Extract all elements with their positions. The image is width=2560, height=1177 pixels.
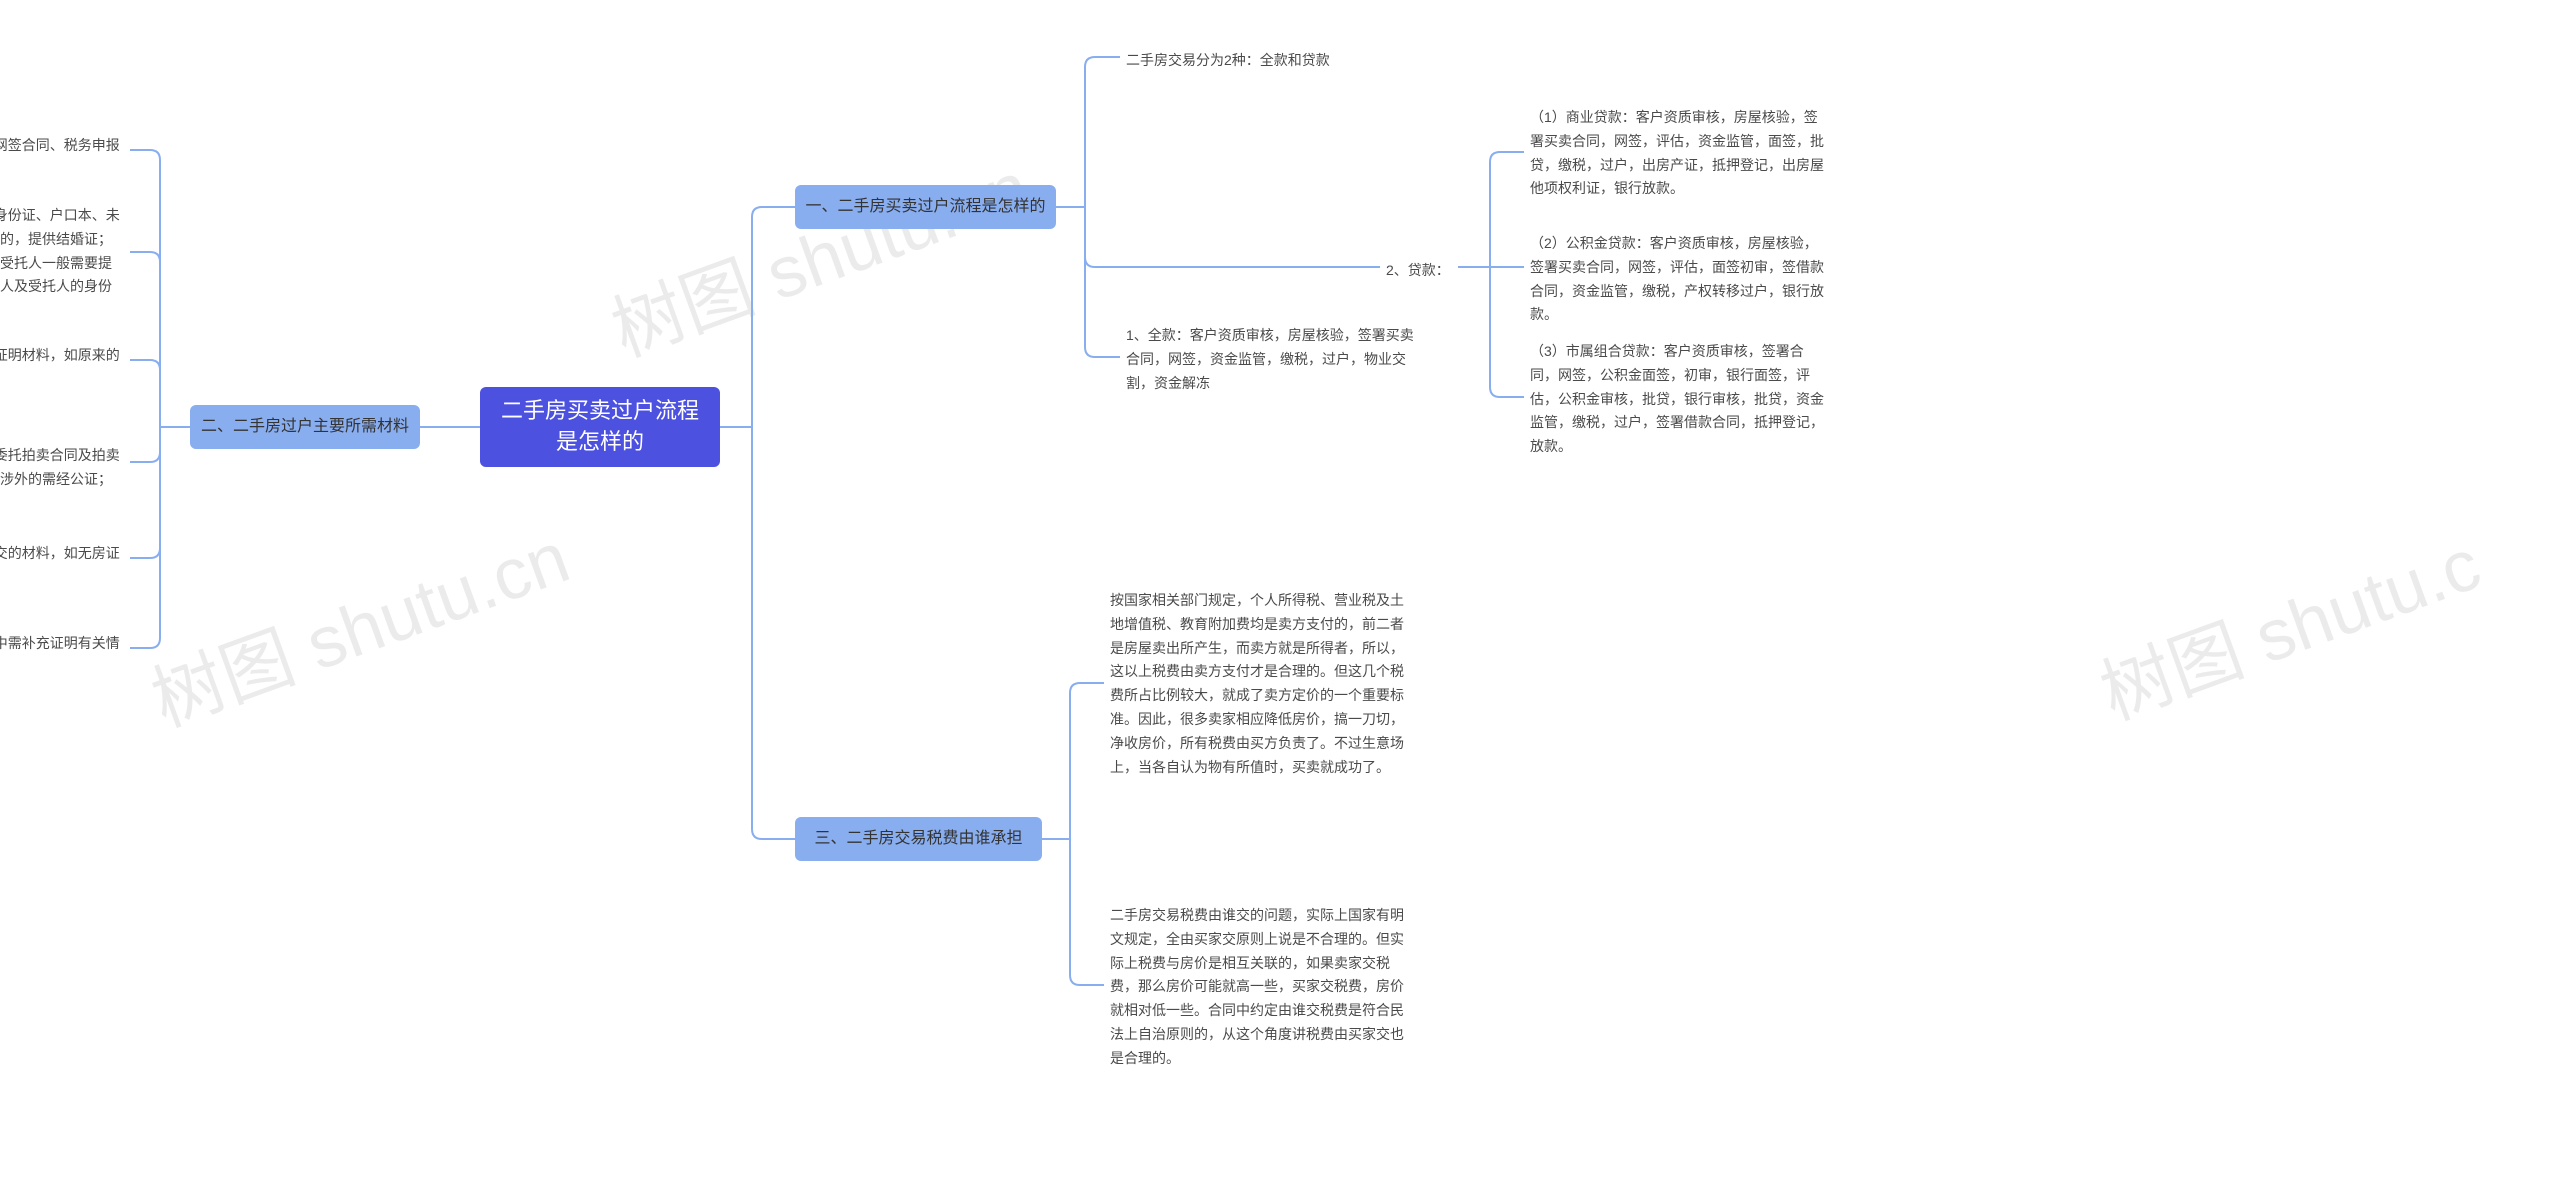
watermark: 树图 shutu.c [2084,505,2492,739]
root-node: 二手房买卖过户流程是怎样的 [480,387,720,467]
section-1-intro: 二手房交易分为2种：全款和贷款 [1120,45,1400,77]
section-2-item-2: 2、身份证明资料，包括身份证、户口本、未婚的提供未婚证明、已婚的，提供结婚证；若… [0,200,130,327]
loan-combined: （3）市属组合贷款：客户资质审核，签署合同，网签，公积金面签，初审，银行面签，评… [1524,336,1832,463]
section-2-item-6: 6、在具体业务处理过程中需补充证明有关情况的材料。 [0,628,130,684]
section-2-item-4: 4、房地产买卖合同书或委托拍卖合同及拍卖成交确认书等转移文书，涉外的需经公证； [0,440,130,496]
section-1-loan: 2、贷款： [1380,255,1458,287]
section-3-p1: 按国家相关部门规定，个人所得税、营业税及土地增值税、教育附加费均是卖方支付的，前… [1104,585,1414,783]
section-2-item-5: 5、涉及限购令规定需提交的材料，如无房证明等； [0,538,130,594]
section-1-full-payment: 1、全款：客户资质审核，房屋核验，签署买卖合同，网签，资金监管，缴税，过户，物业… [1120,320,1430,399]
watermark: 树图 shutu.cn [135,499,581,747]
section-3: 三、二手房交易税费由谁承担 [795,817,1042,861]
section-2-item-1: 1、不动产登记申请表、网签合同、税务申报表等； [0,130,130,186]
loan-commercial: （1）商业贷款：客户资质审核，房屋核验，签署买卖合同，网签，评估，资金监管，面签… [1524,102,1832,205]
section-2: 二、二手房过户主要所需材料 [190,405,420,449]
watermark: 树图 shutu.cn [595,129,1041,377]
section-1: 一、二手房买卖过户流程是怎样的 [795,185,1056,229]
loan-housing-fund: （2）公积金贷款：客户资质审核，房屋核验，签署买卖合同，网签，评估，面签初审，签… [1524,228,1832,331]
section-2-item-3: 3、相关的不动产权来源证明材料，如原来的房地产证明； [0,340,130,396]
section-3-p2: 二手房交易税费由谁交的问题，实际上国家有明文规定，全由买家交原则上说是不合理的。… [1104,900,1414,1075]
